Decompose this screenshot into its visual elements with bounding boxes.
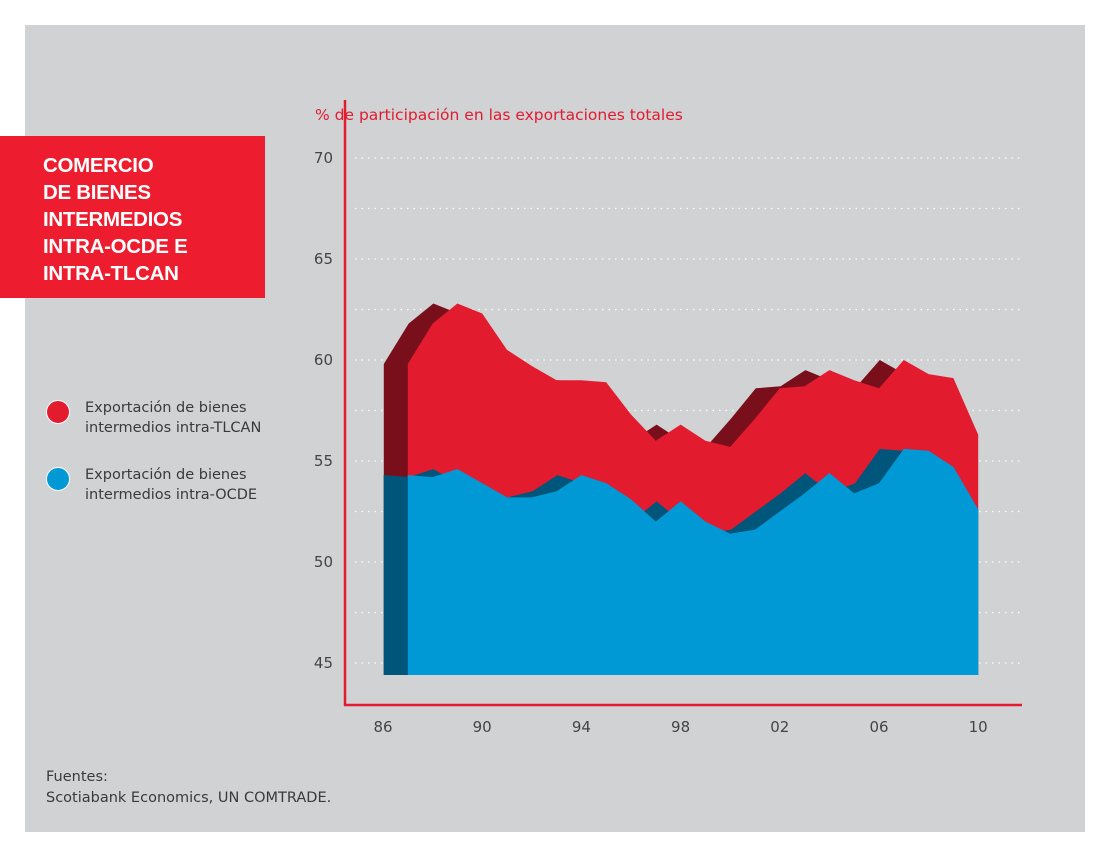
legend-swatch-ocde bbox=[46, 467, 70, 491]
source-heading: Fuentes: bbox=[46, 769, 108, 785]
chart-title: COMERCIO DE BIENES INTERMEDIOS INTRA-OCD… bbox=[43, 154, 188, 285]
y-tick-label: 55 bbox=[314, 452, 333, 470]
title-box bbox=[0, 136, 265, 298]
x-tick-label: 06 bbox=[869, 718, 888, 736]
x-tick-label: 86 bbox=[373, 718, 392, 736]
y-tick-label: 45 bbox=[314, 654, 333, 672]
x-tick-label: 98 bbox=[671, 718, 690, 736]
legend-label-ocde: Exportación de bienes intermedios intra-… bbox=[85, 467, 258, 503]
legend-label-tlcan: Exportación de bienes intermedios intra-… bbox=[85, 400, 262, 436]
x-tick-label: 02 bbox=[770, 718, 789, 736]
legend-item-tlcan: Exportación de bienes intermedios intra-… bbox=[46, 398, 285, 438]
y-axis-label: % de participación en las exportaciones … bbox=[315, 106, 683, 124]
source-text: Scotiabank Economics, UN COMTRADE. bbox=[46, 790, 332, 806]
legend-item-ocde: Exportación de bienes intermedios intra-… bbox=[46, 465, 285, 505]
y-tick-label: 60 bbox=[314, 351, 333, 369]
x-tick-label: 94 bbox=[572, 718, 591, 736]
y-tick-label: 50 bbox=[314, 553, 333, 571]
y-tick-label: 70 bbox=[314, 149, 333, 167]
source-note: Fuentes: Scotiabank Economics, UN COMTRA… bbox=[46, 767, 331, 809]
legend-swatch-tlcan bbox=[46, 400, 70, 424]
y-tick-label: 65 bbox=[314, 250, 333, 268]
x-tick-label: 10 bbox=[969, 718, 988, 736]
series-1-area-front bbox=[407, 448, 979, 675]
x-tick-label: 90 bbox=[473, 718, 492, 736]
